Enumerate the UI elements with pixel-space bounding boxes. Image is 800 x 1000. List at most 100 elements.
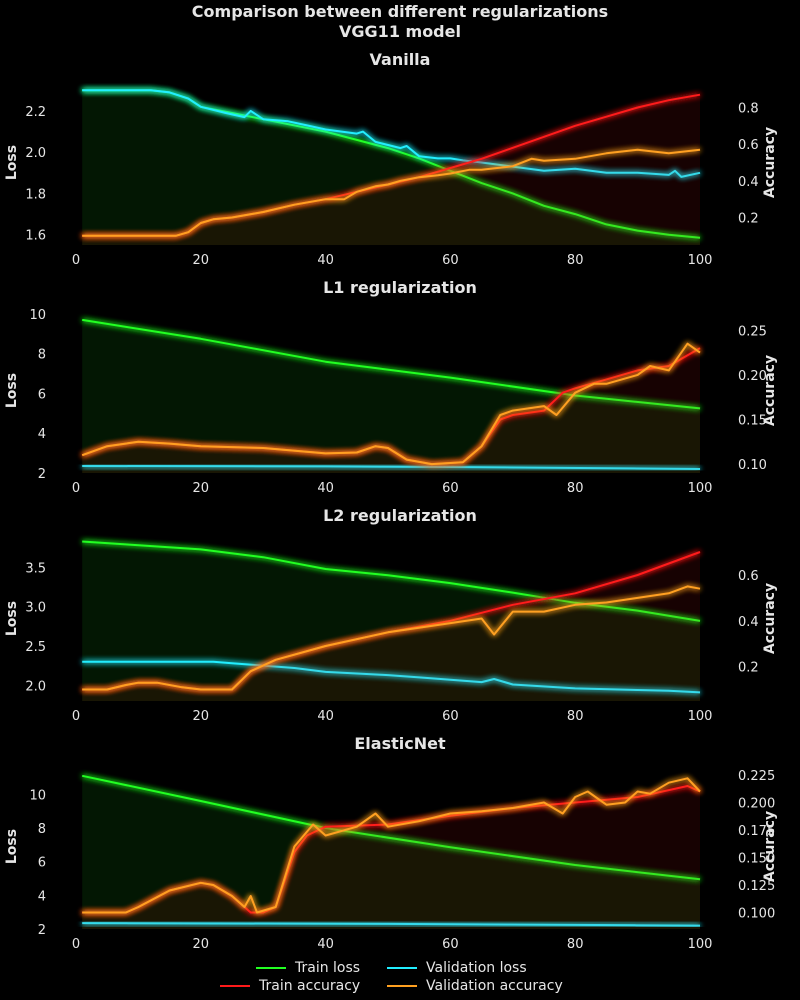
line-val_loss — [82, 660, 701, 694]
x-tick-label: 20 — [193, 937, 210, 952]
line-val_loss — [82, 922, 701, 927]
y2-tick-label: 0.150 — [738, 852, 775, 867]
x-tick-label: 20 — [193, 253, 210, 268]
x-tick-label: 60 — [442, 937, 459, 952]
x-tick-label: 80 — [567, 937, 584, 952]
y2-tick-label: 0.2 — [738, 212, 759, 227]
legend-swatch-val-acc — [387, 985, 417, 987]
area-train_loss — [82, 541, 700, 701]
y-axis-label: Loss — [4, 373, 20, 408]
legend-item-train-acc: Train accuracy — [220, 978, 360, 994]
y-tick-label: 8 — [38, 822, 46, 837]
x-tick-label: 20 — [193, 481, 210, 496]
y2-tick-label: 0.125 — [738, 879, 775, 894]
legend-label-val-loss: Validation loss — [426, 960, 527, 976]
figure-title: Comparison between different regularizat… — [191, 2, 609, 21]
x-tick-label: 0 — [72, 481, 80, 496]
legend-swatch-train-acc — [220, 985, 250, 987]
y-axis-label: Loss — [4, 829, 20, 864]
legend-item-val-acc: Validation accuracy — [387, 978, 563, 994]
y-tick-label: 10 — [29, 308, 46, 323]
y2-tick-label: 0.200 — [738, 797, 775, 812]
x-tick-label: 20 — [193, 709, 210, 724]
y-tick-label: 3.5 — [25, 561, 46, 576]
x-tick-label: 40 — [317, 709, 334, 724]
y2-tick-label: 0.100 — [738, 907, 775, 922]
y-tick-label: 1.8 — [25, 187, 46, 202]
y2-axis-label: Accuracy — [762, 127, 778, 198]
y2-tick-label: 0.8 — [738, 102, 759, 117]
x-tick-label: 0 — [72, 937, 80, 952]
x-tick-label: 80 — [567, 253, 584, 268]
area-train_loss — [82, 775, 700, 929]
legend-label-train-loss: Train loss — [295, 960, 361, 976]
x-tick-label: 40 — [317, 937, 334, 952]
line-train_loss — [81, 774, 701, 881]
y-tick-label: 3.0 — [25, 601, 46, 616]
y2-tick-label: 0.15 — [738, 413, 767, 428]
line-val_acc — [81, 342, 701, 466]
area-train_acc — [82, 552, 700, 701]
legend-item-val-loss: Validation loss — [387, 960, 527, 976]
x-tick-label: 80 — [567, 481, 584, 496]
x-tick-label: 100 — [688, 937, 713, 952]
x-tick-label: 40 — [317, 253, 334, 268]
panel-title: ElasticNet — [354, 734, 446, 753]
line-train_loss — [82, 540, 701, 622]
y-tick-label: 2 — [38, 923, 46, 938]
y-axis-label: Loss — [4, 145, 20, 180]
y-tick-label: 1.6 — [25, 229, 46, 244]
panel-3: L2 regularization 0 20 40 60 80 100 2.0 2.5 3.0 3.… — [4, 506, 778, 724]
panel-4: ElasticNet 0 20 40 60 80 100 2 4 6 8 10 0.100 0.125 0.… — [4, 734, 778, 952]
y2-tick-label: 0.4 — [738, 615, 759, 630]
legend-label-train-acc: Train accuracy — [259, 978, 361, 994]
x-tick-label: 40 — [317, 481, 334, 496]
panel-1: Vanilla 0 20 40 60 80 100 1.6 1.8 2.0 2.2 0.2 0.4 0.6… — [4, 50, 778, 268]
y2-axis-label: Accuracy — [762, 811, 778, 882]
x-tick-label: 80 — [567, 709, 584, 724]
line-val_acc — [82, 148, 701, 237]
y2-tick-label: 0.175 — [738, 824, 775, 839]
panel-2: L1 regularization 0 20 40 60 80 100 2 4 6 8 10 0.10 0… — [4, 278, 778, 496]
x-tick-label: 60 — [442, 709, 459, 724]
y2-tick-label: 0.25 — [738, 324, 767, 339]
y-axis-label: Loss — [4, 601, 20, 636]
y-tick-label: 10 — [29, 788, 46, 803]
y2-tick-label: 0.4 — [738, 175, 759, 190]
x-tick-label: 60 — [442, 481, 459, 496]
figure-subtitle: VGG11 model — [339, 22, 461, 41]
y2-axis-label: Accuracy — [762, 355, 778, 426]
panel-title: L1 regularization — [323, 278, 477, 297]
line-val_acc — [82, 585, 701, 691]
y-tick-label: 6 — [38, 387, 46, 402]
y-tick-label: 2.2 — [25, 105, 46, 120]
y-tick-label: 2.0 — [25, 146, 46, 161]
area-train_acc — [82, 94, 700, 245]
x-tick-label: 60 — [442, 253, 459, 268]
y-tick-label: 8 — [38, 348, 46, 363]
panel-title: L2 regularization — [323, 506, 477, 525]
area-train_acc — [82, 786, 700, 929]
line-val_loss — [82, 465, 701, 470]
legend-item-train-loss: Train loss — [256, 960, 360, 976]
panel-title: Vanilla — [370, 50, 431, 69]
y2-tick-label: 0.6 — [738, 569, 759, 584]
y-tick-label: 4 — [38, 427, 46, 442]
legend-swatch-train-loss — [256, 967, 286, 969]
x-tick-label: 100 — [688, 709, 713, 724]
line-val_acc — [82, 777, 701, 914]
legend-swatch-val-loss — [387, 967, 417, 969]
legend: Train loss Validation loss Train accurac… — [0, 958, 800, 998]
y2-tick-label: 0.20 — [738, 369, 767, 384]
x-tick-label: 0 — [72, 253, 80, 268]
x-tick-label: 100 — [688, 481, 713, 496]
y2-tick-label: 0.6 — [738, 138, 759, 153]
area-train_acc — [82, 348, 700, 473]
area-train_loss — [82, 319, 700, 473]
y2-tick-label: 0.2 — [738, 661, 759, 676]
line-val_loss — [82, 89, 701, 178]
y2-axis-label: Accuracy — [762, 583, 778, 654]
line-train_loss — [82, 318, 701, 410]
